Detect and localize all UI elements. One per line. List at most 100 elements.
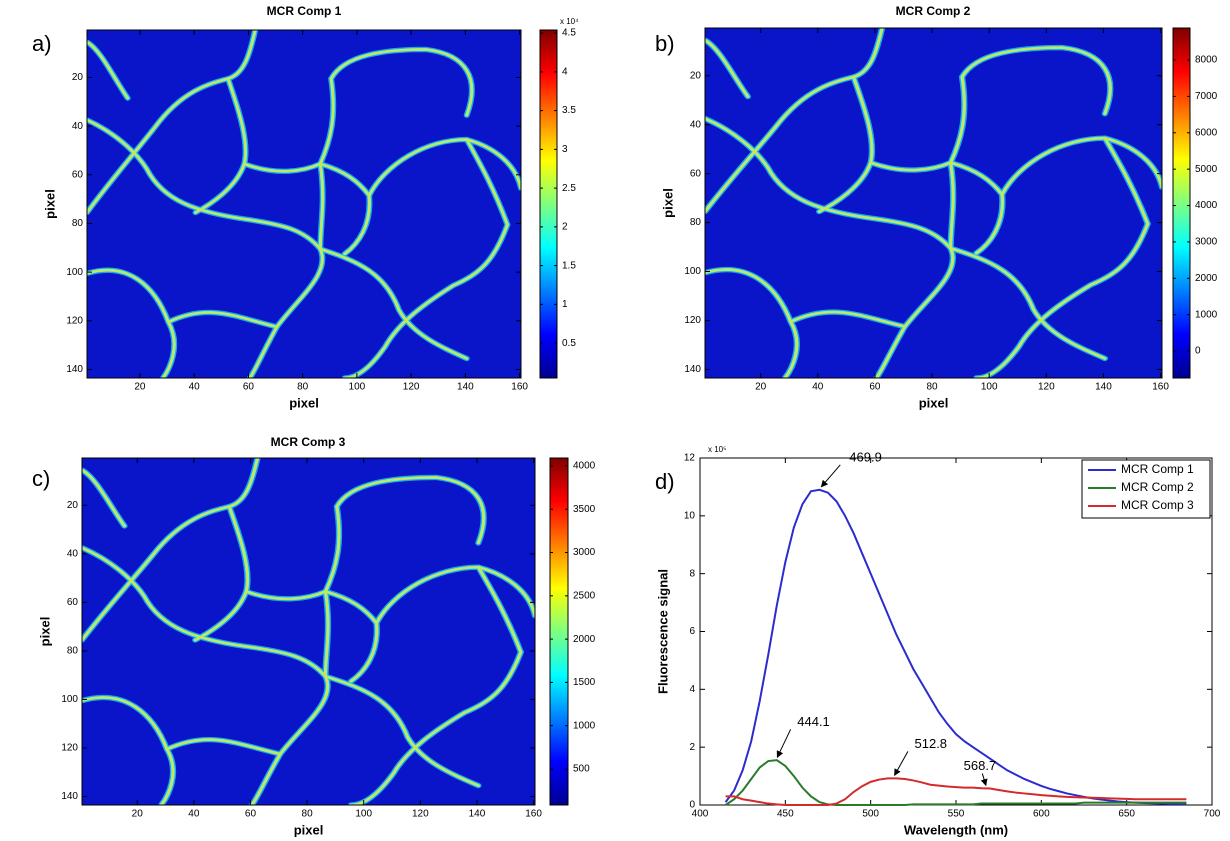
- colorbar-tick-label: 3.5: [562, 105, 576, 116]
- colorbar-tick-label: 7000: [1195, 91, 1218, 102]
- colorbar-tick-label: 4000: [1195, 200, 1218, 211]
- y-tick-label: 4: [689, 684, 695, 695]
- x-tick-label: 100: [981, 382, 998, 393]
- chart-title: MCR Comp 3: [271, 435, 346, 449]
- colorbar-tick-label: 1500: [573, 677, 596, 688]
- series-line: [725, 759, 1187, 806]
- y-tick-label: 100: [66, 267, 83, 278]
- x-tick-label: 60: [245, 809, 257, 820]
- y-tick-label: 60: [690, 168, 702, 179]
- y-tick-label: 40: [72, 121, 84, 132]
- colorbar-tick-label: 8000: [1195, 55, 1218, 66]
- colorbar-tick-label: 2000: [573, 634, 596, 645]
- colorbar-tick-label: 4: [562, 66, 568, 77]
- y-tick-label: 60: [67, 597, 79, 608]
- chart-title: MCR Comp 1: [267, 4, 342, 18]
- series-line: [724, 488, 1187, 806]
- heatmap-background: [87, 30, 521, 378]
- annotation-arrow: [980, 773, 988, 787]
- y-tick-label: 120: [66, 315, 83, 326]
- colorbar-tick-label: 4.5: [562, 28, 576, 39]
- y-tick-label: 80: [67, 646, 79, 657]
- y-tick-label: 12: [684, 453, 696, 464]
- x-tick-label: 100: [355, 809, 372, 820]
- y-tick-label: 8: [689, 568, 695, 579]
- y-tick-label: 140: [684, 364, 701, 375]
- legend-label: MCR Comp 2: [1121, 480, 1194, 494]
- x-axis-label: pixel: [294, 822, 324, 837]
- y-tick-label: 0: [689, 800, 695, 811]
- x-tick-label: 40: [812, 382, 824, 393]
- x-tick-label: 160: [511, 382, 528, 393]
- colorbar-tick-label: 1: [562, 299, 568, 310]
- x-tick-label: 160: [1152, 382, 1169, 393]
- panel-label: d): [655, 469, 675, 494]
- x-tick-label: 700: [1204, 809, 1221, 820]
- x-tick-label: 40: [188, 809, 200, 820]
- colorbar-tick-label: 3: [562, 144, 568, 155]
- colorbar-tick-label: 500: [573, 764, 590, 775]
- y-tick-label: 6: [689, 626, 695, 637]
- x-tick-label: 120: [1038, 382, 1055, 393]
- colorbar-tick-label: 2: [562, 222, 568, 233]
- plot-frame: [86, 29, 522, 379]
- colorbar-tick-label: 6000: [1195, 127, 1218, 138]
- x-tick-label: 60: [869, 382, 881, 393]
- panel-label: b): [655, 31, 675, 56]
- colorbar-tick-label: 3000: [1195, 237, 1218, 248]
- y-tick-label: 120: [684, 315, 701, 326]
- y-tick-label: 60: [72, 169, 84, 180]
- legend: MCR Comp 1 MCR Comp 2 MCR Comp 3: [1081, 459, 1211, 519]
- colorbar-tick-label: 5000: [1195, 164, 1218, 175]
- x-tick-label: 120: [412, 809, 429, 820]
- annotation-arrow: [776, 729, 792, 758]
- x-tick-label: 80: [297, 382, 309, 393]
- x-axis-label: Wavelength (nm): [904, 822, 1008, 837]
- colorbar: [1172, 27, 1191, 379]
- series-line: [725, 777, 1187, 806]
- x-tick-label: 650: [1118, 809, 1135, 820]
- y-axis-label: pixel: [37, 617, 52, 647]
- heatmap-background: [705, 28, 1162, 378]
- x-tick-label: 600: [1033, 809, 1050, 820]
- y-tick-label: 120: [61, 743, 78, 754]
- x-tick-label: 40: [189, 382, 201, 393]
- colorbar-tick-label: 1.5: [562, 260, 576, 271]
- colorbar-tick-label: 2500: [573, 590, 596, 601]
- colorbar-tick-label: 1000: [573, 720, 596, 731]
- x-tick-label: 80: [927, 382, 939, 393]
- y-tick-label: 20: [72, 72, 84, 83]
- peak-annotation: 568.7: [964, 758, 997, 773]
- x-tick-label: 550: [948, 809, 965, 820]
- x-tick-label: 60: [243, 382, 255, 393]
- y-axis-label: Fluorescence signal: [655, 569, 670, 694]
- x-tick-label: 160: [525, 809, 542, 820]
- annotation-arrow: [820, 464, 841, 488]
- y-tick-label: 20: [67, 500, 79, 511]
- x-axis-label: pixel: [289, 395, 319, 410]
- heatmap-background: [82, 458, 535, 805]
- plot-frame: [704, 27, 1163, 379]
- chart-title: MCR Comp 2: [896, 4, 971, 18]
- plot-frame: [81, 457, 536, 806]
- x-axis-label: pixel: [919, 395, 949, 410]
- peak-annotation: 512.8: [915, 736, 948, 751]
- colorbar-tick-label: 2000: [1195, 273, 1218, 284]
- x-tick-label: 20: [755, 382, 767, 393]
- panel-label: c): [32, 466, 50, 491]
- colorbar-tick-label: 0.5: [562, 338, 576, 349]
- colorbar-tick-label: 0: [1195, 346, 1201, 357]
- panel-label: a): [32, 31, 52, 56]
- y-tick-label: 100: [684, 266, 701, 277]
- colorbar: [549, 457, 569, 806]
- annotation-arrow: [894, 751, 909, 777]
- y-tick-label: 80: [690, 217, 702, 228]
- y-tick-label: 100: [61, 694, 78, 705]
- legend-label: MCR Comp 1: [1121, 462, 1194, 476]
- colorbar-tick-label: 3000: [573, 547, 596, 558]
- y-tick-label: 2: [689, 742, 695, 753]
- y-tick-label: 40: [67, 548, 79, 559]
- x-tick-label: 450: [777, 809, 794, 820]
- x-tick-label: 500: [862, 809, 879, 820]
